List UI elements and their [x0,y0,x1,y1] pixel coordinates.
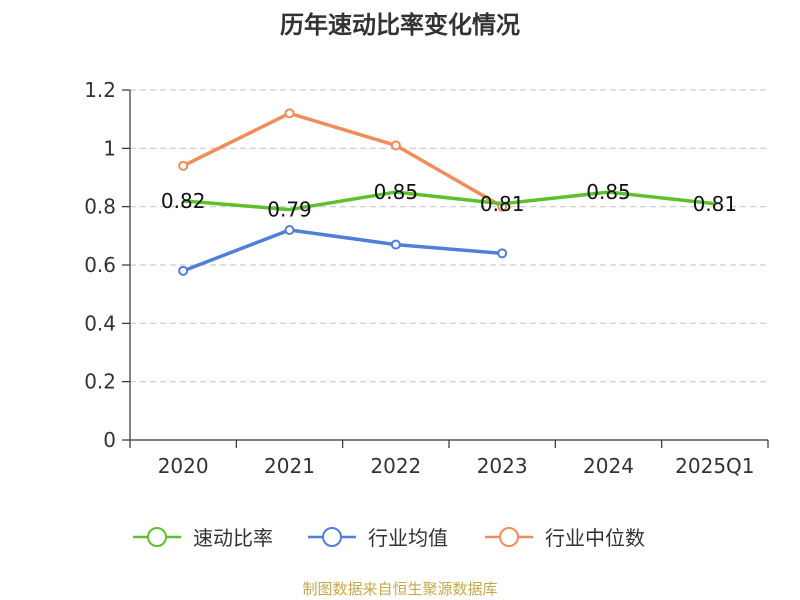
data-point [390,239,401,250]
data-labels: 0.82 0.79 0.85 0.81 0.85 0.81 [161,180,737,222]
x-tick-label: 2024 [583,454,634,478]
grid-lines [130,89,768,383]
data-point [284,108,295,119]
data-label: 0.85 [374,180,419,204]
source-note: 制图数据来自恒生聚源数据库 [302,580,497,598]
data-point [497,248,508,259]
data-point [284,225,295,235]
data-point [178,265,189,276]
chart-title: 历年速动比率变化情况 [280,11,520,39]
y-tick-label: 1 [103,136,116,160]
legend-marker [147,527,167,547]
y-tick-label: 0.6 [84,253,116,277]
y-tick-label: 0.4 [84,311,116,335]
x-tick-label: 2025Q1 [675,454,754,478]
series-line-1 [183,190,716,212]
y-tick-label: 0.8 [84,195,116,219]
data-point [178,160,189,171]
series-line-2 [182,228,503,273]
x-tick-label: 2020 [158,454,209,478]
x-tick-label: 2021 [264,454,315,478]
x-tick-label: 2022 [370,454,421,478]
y-tick-label: 0 [103,428,116,452]
y-tick-label: 1.2 [84,78,116,102]
legend-item-1[interactable]: 速动比率 [133,526,273,550]
legend-marker [322,527,342,547]
data-point [390,140,401,151]
data-label: 0.82 [161,189,206,213]
legend-label: 行业中位数 [545,526,645,550]
data-label: 0.85 [586,180,631,204]
data-label: 0.81 [693,192,738,216]
legend-marker [499,527,519,547]
series-group [178,108,716,276]
data-label: 0.79 [267,198,312,222]
x-tick-label: 2023 [477,454,528,478]
legend-label: 速动比率 [193,526,273,550]
legend-item-3[interactable]: 行业中位数 [485,526,645,550]
legend-item-2[interactable]: 行业均值 [308,526,448,550]
legend: 速动比率 行业均值 行业中位数 [133,526,645,550]
y-tick-label: 0.2 [84,370,116,394]
data-label: 0.81 [480,192,525,216]
series-line-3 [182,111,504,209]
legend-label: 行业均值 [368,526,448,550]
